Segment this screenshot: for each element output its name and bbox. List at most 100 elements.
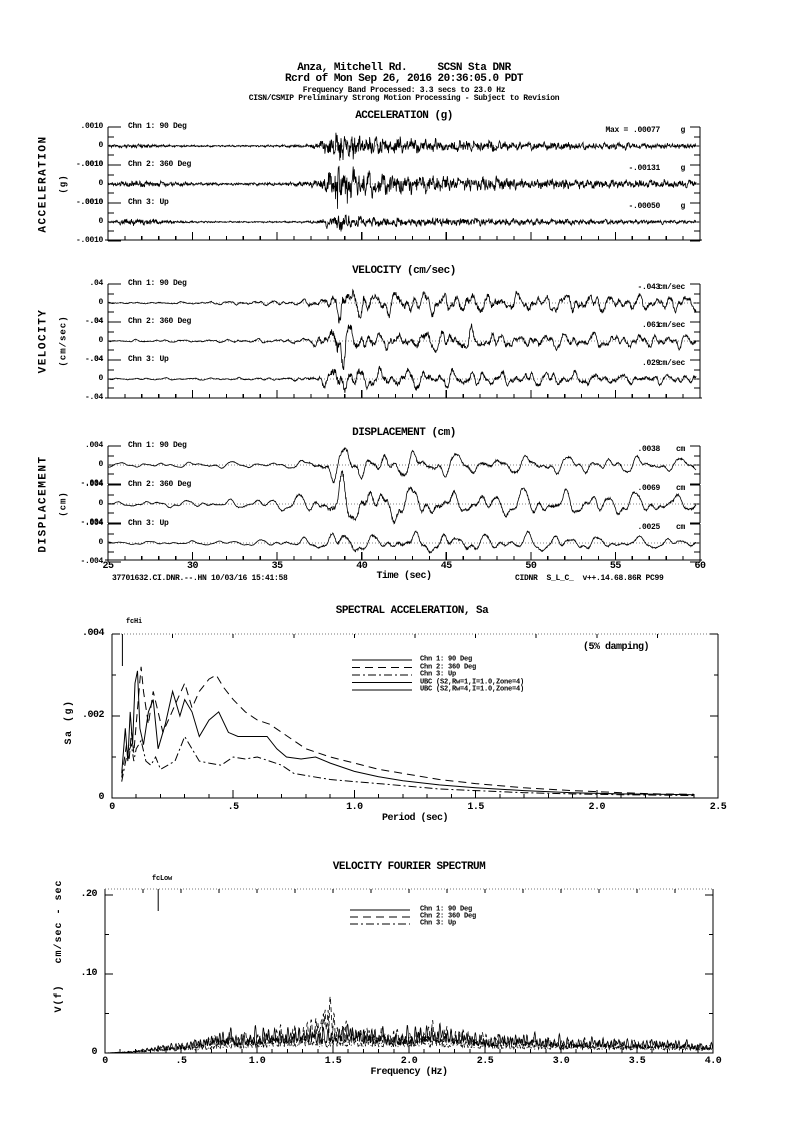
peak-value: .0025 (637, 523, 660, 532)
fourier-legend-label: Chn 1: 90 Deg (420, 905, 473, 914)
fourier-xtick-label: 2.5 (476, 1056, 494, 1067)
peak-unit: cm (675, 445, 685, 454)
ytick-label: 0 (98, 141, 103, 150)
peak-value: .0069 (637, 484, 660, 493)
fc-hi-label: fcHi (126, 618, 143, 626)
peak-prefix: Max = (605, 126, 628, 135)
ytick-label: .004 (84, 519, 103, 528)
ytick-label: .0010 (80, 198, 103, 207)
peak-value: .061 (641, 321, 660, 330)
fourier-xtick-label: 3.0 (552, 1056, 570, 1067)
ytick-label: 0 (98, 298, 103, 307)
sa-xtick-label: 2.5 (709, 802, 727, 813)
peak-unit: cm (675, 484, 685, 493)
peak-value: .029 (641, 359, 660, 368)
ytick-label: 0 (98, 179, 103, 188)
fourier-xtick-label: 1.0 (248, 1056, 266, 1067)
peak-value: .0038 (637, 445, 660, 454)
fourier-y-axis-label: V(f) cm/sec - sec (54, 879, 65, 1013)
ytick-label: -.004 (80, 518, 103, 527)
channel-label: Chn 3: Up (128, 519, 169, 528)
fourier-plot (104, 888, 714, 1054)
ytick-label: .04 (89, 317, 103, 326)
ytick-label: -.04 (84, 317, 103, 326)
time-tick-label: 30 (187, 561, 199, 572)
peak-unit: cm/sec (657, 359, 685, 368)
station-name-line: Anza, Mitchell Rd. SCSN Sta DNR (297, 62, 511, 74)
ytick-label: .04 (89, 355, 103, 364)
ytick-label: -.0010 (75, 160, 103, 169)
ytick-label: .0010 (80, 160, 103, 169)
record-time-line: Rcrd of Mon Sep 26, 2016 20:36:05.0 PDT (285, 73, 523, 85)
peak-value: .00077 (632, 126, 660, 135)
channel-label: Chn 2: 360 Deg (128, 160, 192, 169)
velocity-title: VELOCITY (cm/sec) (352, 265, 456, 277)
channel-label: Chn 1: 90 Deg (128, 441, 187, 450)
channel-label: Chn 3: Up (128, 198, 169, 207)
sa-legend-label: UBC (S2,Rw=4,I=1.0,Zone=4) (420, 685, 525, 694)
peak-unit: g (680, 164, 685, 173)
channel-label: Chn 2: 360 Deg (128, 480, 192, 489)
peak-value: -.043 (637, 283, 660, 292)
fourier-ytick-label: .10 (80, 968, 97, 979)
sa-title: SPECTRAL ACCELERATION, Sa (335, 605, 489, 617)
fourier-xtick-label: .5 (175, 1056, 187, 1067)
sa-ytick-label: 0 (98, 792, 104, 803)
ytick-label: -.004 (80, 479, 103, 488)
time-tick-label: 35 (271, 561, 284, 572)
acceleration-plot (105, 126, 702, 242)
ytick-label: 0 (98, 336, 103, 345)
ytick-label: -.0010 (75, 236, 103, 245)
peak-value: -.00131 (628, 164, 660, 173)
peak-value: -.00050 (628, 202, 660, 211)
sa-xtick-label: 0 (109, 802, 115, 813)
peak-unit: g (680, 126, 685, 135)
sa-ytick-label: .004 (81, 628, 105, 639)
sa-plot (111, 633, 719, 799)
fourier-title: VELOCITY FOURIER SPECTRUM (332, 861, 486, 873)
fourier-legend-label: Chn 2: 360 Deg (420, 912, 477, 921)
ytick-label: -.0010 (75, 198, 103, 207)
displacement-axis-label: DISPLACEMENT (37, 455, 50, 553)
peak-unit: cm (675, 523, 685, 532)
channel-label: Chn 3: Up (128, 355, 169, 364)
processing-note-line: CISN/CSMIP Preliminary Strong Motion Pro… (248, 94, 560, 103)
ytick-label: 0 (98, 374, 103, 383)
frequency-axis-label: Frequency (Hz) (370, 1067, 448, 1078)
fourier-ytick-label: 0 (91, 1047, 97, 1058)
peak-unit: cm/sec (657, 321, 685, 330)
frequency-band-line: Frequency Band Processed: 3.3 secs to 23… (302, 86, 506, 95)
ytick-label: .0010 (80, 122, 103, 131)
fourier-xtick-label: 2.0 (400, 1056, 418, 1067)
velocity-axis-label: VELOCITY (37, 308, 50, 374)
ytick-label: .04 (89, 279, 103, 288)
channel-label: Chn 1: 90 Deg (128, 279, 187, 288)
period-axis-label: Period (sec) (381, 813, 449, 824)
sa-legend-label: UBC (S2,Rw=1,I=1.0,Zone=4) (420, 678, 525, 686)
ytick-label: 0 (98, 499, 103, 508)
fourier-xtick-label: 4.0 (704, 1056, 722, 1067)
sa-legend-label: Chn 3: Up (420, 670, 457, 679)
sa-xtick-label: .5 (227, 802, 240, 813)
displacement-plot (105, 445, 702, 563)
sa-legend-label: Chn 2: 360 Deg (420, 663, 477, 671)
acceleration-axis-unit: (g) (58, 174, 69, 194)
fourier-xtick-label: 0 (102, 1056, 108, 1067)
fourier-xtick-label: 1.5 (324, 1056, 342, 1067)
sa-y-axis-label: Sa (g) (64, 699, 75, 745)
processing-footer: CIDNR S_L_C_ v++.14.68.86R PC99 (515, 574, 664, 583)
ytick-label: 0 (98, 217, 103, 226)
sa-xtick-label: 1.5 (467, 802, 484, 813)
acceleration-title: ACCELERATION (g) (355, 110, 453, 122)
time-tick-label: 50 (525, 561, 537, 572)
time-tick-label: 25 (102, 561, 114, 572)
peak-unit: cm/sec (657, 283, 685, 292)
time-tick-label: 55 (609, 561, 622, 572)
sa-xtick-label: 1.0 (346, 802, 363, 813)
time-tick-label: 60 (694, 561, 706, 572)
damping-label: (5% damping) (583, 642, 650, 653)
time-axis-label: Time (sec) (376, 571, 432, 582)
channel-label: Chn 2: 360 Deg (128, 317, 192, 326)
